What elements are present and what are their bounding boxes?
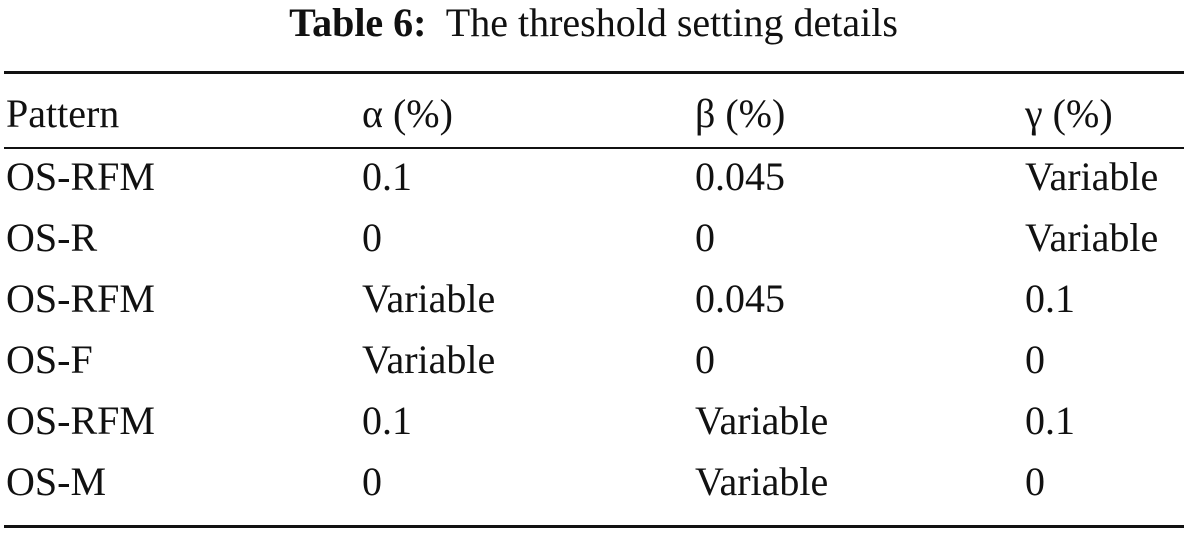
table-row: OS-RFM 0.1 Variable 0.1 [6, 390, 1185, 451]
caption-text: The threshold setting details [445, 0, 898, 45]
table-cell: 0.1 [1025, 276, 1075, 321]
table-cell: Variable [695, 459, 829, 504]
header-row: Pattern α (%) β (%) γ (%) [6, 80, 1185, 146]
table-row: OS-F Variable 0 0 [6, 329, 1185, 390]
table-cell: 0 [362, 459, 382, 504]
table-cell: Variable [1025, 154, 1159, 199]
table-cell: 0 [1025, 337, 1045, 382]
table-body: OS-RFM 0.1 0.045 Variable OS-R 0 0 Variable OS-R… [6, 146, 1185, 512]
header-cell: α (%) [362, 90, 453, 136]
top-rule [4, 71, 1184, 74]
table-cell: Variable [362, 337, 496, 382]
table-row: OS-M 0 Variable 0 [6, 451, 1185, 512]
table-cell: OS-RFM [6, 154, 155, 199]
table-cell: 0.1 [362, 398, 412, 443]
table-cell: 0 [695, 337, 715, 382]
table-cell: 0 [695, 215, 715, 260]
table-cell: 0 [1025, 459, 1045, 504]
table-cell: OS-RFM [6, 398, 155, 443]
header-cell: γ (%) [1025, 90, 1113, 136]
caption: Table 6: The threshold setting details [0, 0, 1187, 46]
table-cell: Variable [1025, 215, 1159, 260]
table-row: OS-R 0 0 Variable [6, 207, 1185, 268]
table-cell: 0.045 [695, 276, 785, 321]
mid-rule [4, 147, 1184, 149]
table-cell: OS-R [6, 215, 98, 260]
caption-label: Table 6: [289, 0, 427, 45]
bottom-rule [4, 525, 1184, 528]
table-cell: OS-F [6, 337, 93, 382]
table-cell: 0.045 [695, 154, 785, 199]
header-cell: Pattern [6, 90, 120, 136]
table-cell: OS-M [6, 459, 107, 504]
table-row: OS-RFM Variable 0.045 0.1 [6, 268, 1185, 329]
table: Pattern α (%) β (%) γ (%) OS-RFM 0.1 0.045 Var… [6, 80, 1185, 512]
table-cell: 0 [362, 215, 382, 260]
table-cell: 0.1 [362, 154, 412, 199]
table-cell: Variable [695, 398, 829, 443]
table-cell: Variable [362, 276, 496, 321]
table-cell: 0.1 [1025, 398, 1075, 443]
header-cell: β (%) [695, 90, 786, 136]
table-row: OS-RFM 0.1 0.045 Variable [6, 146, 1185, 207]
table-cell: OS-RFM [6, 276, 155, 321]
